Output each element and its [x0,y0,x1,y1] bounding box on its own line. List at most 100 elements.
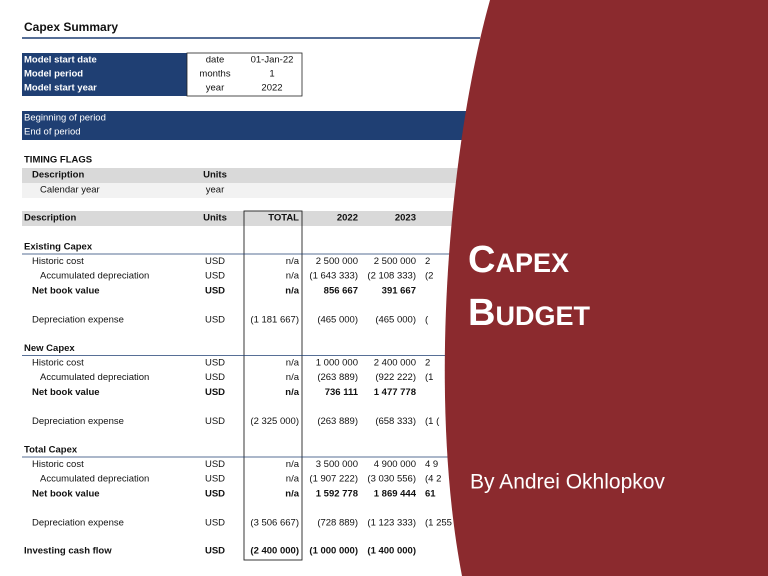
cell-text: months [199,69,230,80]
cell-text: n/a [285,489,299,500]
cell-text: (1 907 222) [309,474,358,485]
model-input-box [186,52,303,97]
cell-text: 1 592 778 [316,489,358,500]
cell-text: n/a [286,474,300,485]
cell-text: Accumulated depreciation [40,271,149,282]
cell-text: USD [205,474,225,485]
cell-text: date [206,55,225,66]
cell-text: Accumulated depreciation [40,474,149,485]
cell-text: Net book value [32,489,100,500]
cell-text: (922 222) [375,372,416,383]
cell-text: Depreciation expense [32,518,124,529]
cell-text: (1 643 333) [309,271,358,282]
cell-text: Calendar year [40,185,100,196]
cell-text: (465 000) [375,315,416,326]
cell-text: (658 333) [375,416,416,427]
cell-text: (263 889) [317,416,358,427]
cell-text: Model start year [24,83,97,94]
cell-text: Historic cost [32,256,84,267]
cell-text: (2 [425,271,433,282]
cell-text: Depreciation expense [32,315,124,326]
cell-text: n/a [286,271,300,282]
cell-text: year [206,83,224,94]
cell-text: (263 889) [317,372,358,383]
cell-text: year [206,185,224,196]
cell-text: (1 ( [425,416,440,427]
cell-text: USD [205,387,225,398]
cell-text: 1 477 778 [374,387,416,398]
cover-overlay [444,0,768,576]
cell-text: New Capex [24,343,75,354]
cell-text: 2 500 000 [374,256,416,267]
cover-title: Capex [468,239,569,281]
cell-text: End of period [24,127,81,138]
cell-text: 2 [425,358,430,369]
cell-text: (728 889) [317,518,358,529]
total-column-box [243,210,303,561]
sheet-title: Capex Summary [24,20,118,34]
cover-author: By Andrei Okhlopkov [470,471,665,494]
cell-text: USD [205,372,225,383]
model-label-band [22,53,187,96]
cell-text: Depreciation expense [32,416,124,427]
cell-text: 856 667 [324,286,358,297]
cell-text: Units [203,170,227,181]
cell-text: Model period [24,69,83,80]
cell-text: Units [203,213,227,224]
cell-text: (465 000) [317,315,358,326]
cell-text: 2023 [395,213,416,224]
cell-text: 391 667 [382,286,416,297]
cell-text: TIMING FLAGS [24,155,92,166]
cell-text: USD [205,546,225,557]
cell-text: USD [205,271,225,282]
cell-text: (1 000 000) [309,546,358,557]
cell-text: (3 506 667) [250,518,299,529]
cell-text: n/a [286,358,300,369]
cell-text: USD [205,518,225,529]
cell-text: (1 123 333) [367,518,416,529]
cell-text: Description [24,213,76,224]
cell-text: 736 111 [325,387,359,398]
cell-text: n/a [286,256,300,267]
cell-text: Description [32,170,84,181]
cell-text: 3 500 000 [316,459,358,470]
cell-text: Net book value [32,286,100,297]
cell-text: Net book value [32,387,100,398]
cell-text: Historic cost [32,459,84,470]
cell-text: (1 255 [425,518,452,529]
cell-text: 4 900 000 [374,459,416,470]
cell-text: Historic cost [32,358,84,369]
cell-text: USD [205,315,225,326]
cell-text: ( [425,315,429,326]
cell-text: n/a [285,387,299,398]
cell-text: n/a [286,459,300,470]
cell-text: 4 9 [425,459,438,470]
cell-text: (2 400 000) [250,546,299,557]
cell-text: 1 000 000 [316,358,358,369]
cell-text: 61 [425,489,436,500]
cell-text: USD [205,358,225,369]
cell-text: Investing cash flow [24,546,112,557]
cell-text: Existing Capex [24,242,93,253]
cell-text: n/a [285,286,299,297]
cell-text: (2 325 000) [250,416,299,427]
cell-text: 2 500 000 [316,256,358,267]
cell-text: Accumulated depreciation [40,372,149,383]
cell-text: USD [205,416,225,427]
cell-text: 01-Jan-22 [251,55,294,66]
period-band [22,111,480,140]
cell-text: Model start date [24,55,97,66]
cell-text: 2 [425,256,430,267]
cell-text: (1 400 000) [367,546,416,557]
cell-text: USD [205,286,225,297]
cell-text: USD [205,459,225,470]
cell-text: (1 [425,372,433,383]
cell-text: Beginning of period [24,113,106,124]
cell-text: (1 181 667) [250,315,299,326]
cell-text: (4 2 [425,474,441,485]
cell-text: Total Capex [24,445,78,456]
cover-title: Budget [468,292,590,334]
cell-text: USD [205,489,225,500]
